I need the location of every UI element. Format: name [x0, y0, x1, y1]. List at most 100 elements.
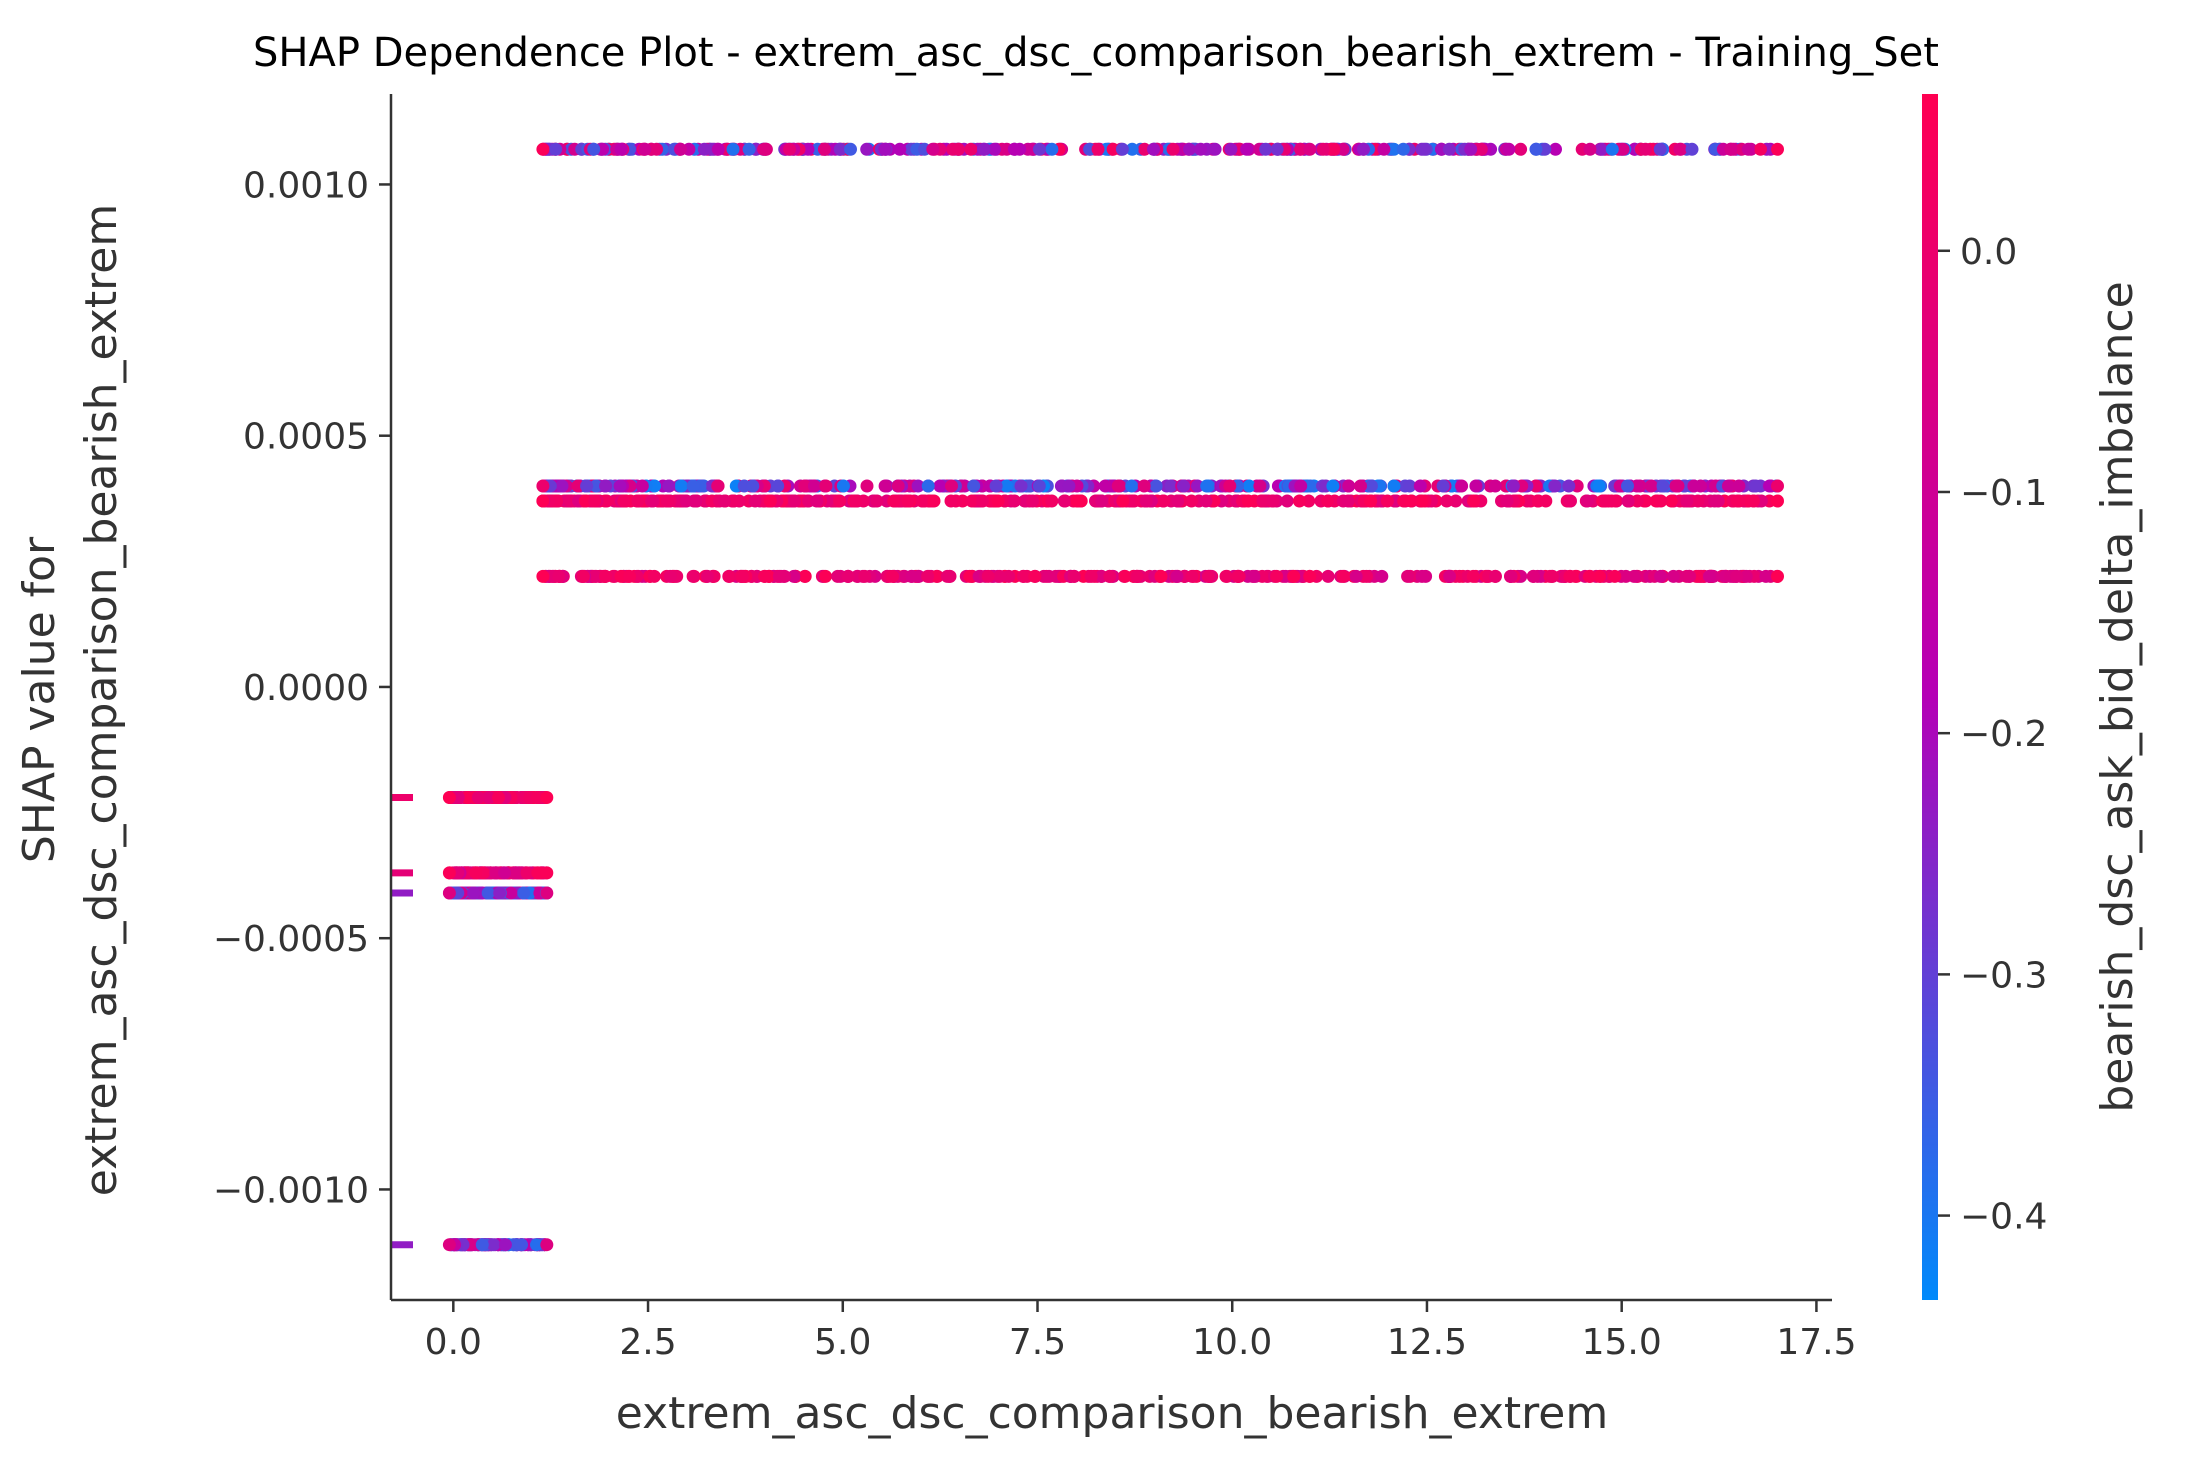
scatter-point — [1455, 479, 1469, 493]
scatter-point — [1321, 494, 1335, 508]
scatter-point — [1364, 494, 1378, 508]
scatter-point — [1582, 569, 1596, 583]
scatter-point — [1349, 569, 1363, 583]
x-tick-label: 15.0 — [1582, 1322, 1662, 1363]
scatter-point — [1199, 494, 1213, 508]
scatter-point — [819, 569, 832, 583]
scatter-point — [981, 569, 995, 583]
scatter-point — [442, 866, 456, 880]
scatter-point — [1154, 569, 1168, 583]
scatter-point — [1732, 479, 1746, 493]
scatter-point — [860, 142, 874, 156]
scatter-point — [1280, 494, 1294, 508]
scatter-point — [481, 886, 495, 900]
scatter-point — [536, 142, 550, 156]
scatter-point — [1529, 479, 1543, 493]
scatter-point — [1746, 494, 1760, 508]
scatter-point — [471, 791, 485, 804]
scatter-point — [531, 866, 545, 880]
y-tick-label: 0.0000 — [243, 668, 369, 709]
scatter-point — [1336, 142, 1350, 156]
scatter-point — [870, 494, 884, 508]
scatter-point — [1687, 479, 1701, 493]
scatter-point — [1605, 142, 1619, 156]
scatter-point — [989, 479, 1003, 493]
scatter-point — [1732, 494, 1746, 508]
scatter-point — [1231, 569, 1245, 583]
scatter-point — [1396, 142, 1410, 156]
scatter-point — [926, 142, 940, 156]
scatter-point — [831, 569, 845, 583]
scatter-point — [1223, 479, 1237, 493]
scatter-point — [1032, 142, 1046, 156]
scatter-point — [810, 494, 824, 508]
scatter-point — [1316, 142, 1330, 156]
x-axis-label: extrem_asc_dsc_comparison_bearish_extrem — [616, 1388, 1608, 1439]
scatter-point — [1488, 569, 1502, 583]
scatter-point — [1116, 494, 1130, 508]
scatter-point — [787, 569, 801, 583]
scatter-point — [1242, 479, 1256, 493]
scatter-point — [1111, 479, 1125, 493]
scatter-point — [614, 142, 628, 156]
scatter-point — [905, 569, 919, 583]
scatter-point — [662, 479, 676, 493]
scatter-point — [635, 479, 649, 493]
scatter-point — [520, 866, 534, 880]
scatter-point — [1685, 142, 1699, 156]
scatter-point — [1357, 142, 1370, 156]
scatter-point — [1730, 569, 1744, 583]
scatter-point — [679, 494, 693, 508]
scatter-point — [1138, 142, 1151, 156]
scatter-point — [1166, 142, 1180, 156]
scatter-point — [1342, 479, 1356, 493]
scatter-point — [1266, 494, 1280, 508]
scatter-point — [1270, 142, 1284, 156]
scatter-point — [442, 886, 456, 900]
scatter-point — [993, 569, 1007, 583]
scatter-point — [833, 494, 847, 508]
scatter-point — [504, 886, 518, 900]
scatter-point — [1401, 569, 1415, 583]
y-tick-label: 0.0010 — [243, 165, 369, 206]
scatter-point — [911, 479, 925, 493]
scatter-point — [1354, 479, 1367, 493]
scatter-point — [1045, 142, 1059, 156]
scatter-point — [1194, 142, 1208, 156]
scatter-point — [771, 479, 785, 493]
scatter-point — [878, 479, 892, 493]
scatter-point — [921, 479, 935, 493]
y-axis-label-line2: extrem_asc_dsc_comparison_bearish_extrem — [76, 204, 127, 1196]
scatter-point — [878, 142, 892, 156]
scatter-point — [1062, 479, 1076, 493]
scatter-point — [467, 886, 481, 900]
scatter-point — [1771, 479, 1784, 493]
scatter-point — [686, 479, 700, 493]
scatter-point — [886, 569, 899, 583]
scatter-point — [1377, 142, 1391, 156]
scatter-point — [977, 142, 990, 156]
scatter-point — [1664, 494, 1678, 508]
scatter-point — [1042, 569, 1056, 583]
scatter-point — [461, 791, 474, 804]
scatter-point — [849, 494, 863, 508]
scatter-point — [991, 494, 1005, 508]
scatter-point — [1084, 569, 1098, 583]
scatter-point — [531, 791, 544, 804]
scatter-point — [536, 479, 550, 493]
scatter-point — [517, 886, 531, 900]
scatter-point — [1708, 494, 1722, 508]
scatter-point — [901, 494, 915, 508]
scatter-point — [1002, 569, 1016, 583]
scatter-point — [1157, 494, 1171, 508]
colorbar-tick-label: −0.3 — [1960, 955, 2047, 996]
scatter-point — [1580, 494, 1594, 508]
scatter-point — [492, 791, 505, 804]
scatter-point — [798, 479, 812, 493]
scatter-point — [674, 142, 687, 156]
scatter-point — [1563, 494, 1577, 508]
scatter-point — [726, 142, 740, 156]
scatter-point — [1593, 569, 1607, 583]
scatter-point — [817, 142, 831, 156]
scatter-point — [1106, 142, 1120, 156]
